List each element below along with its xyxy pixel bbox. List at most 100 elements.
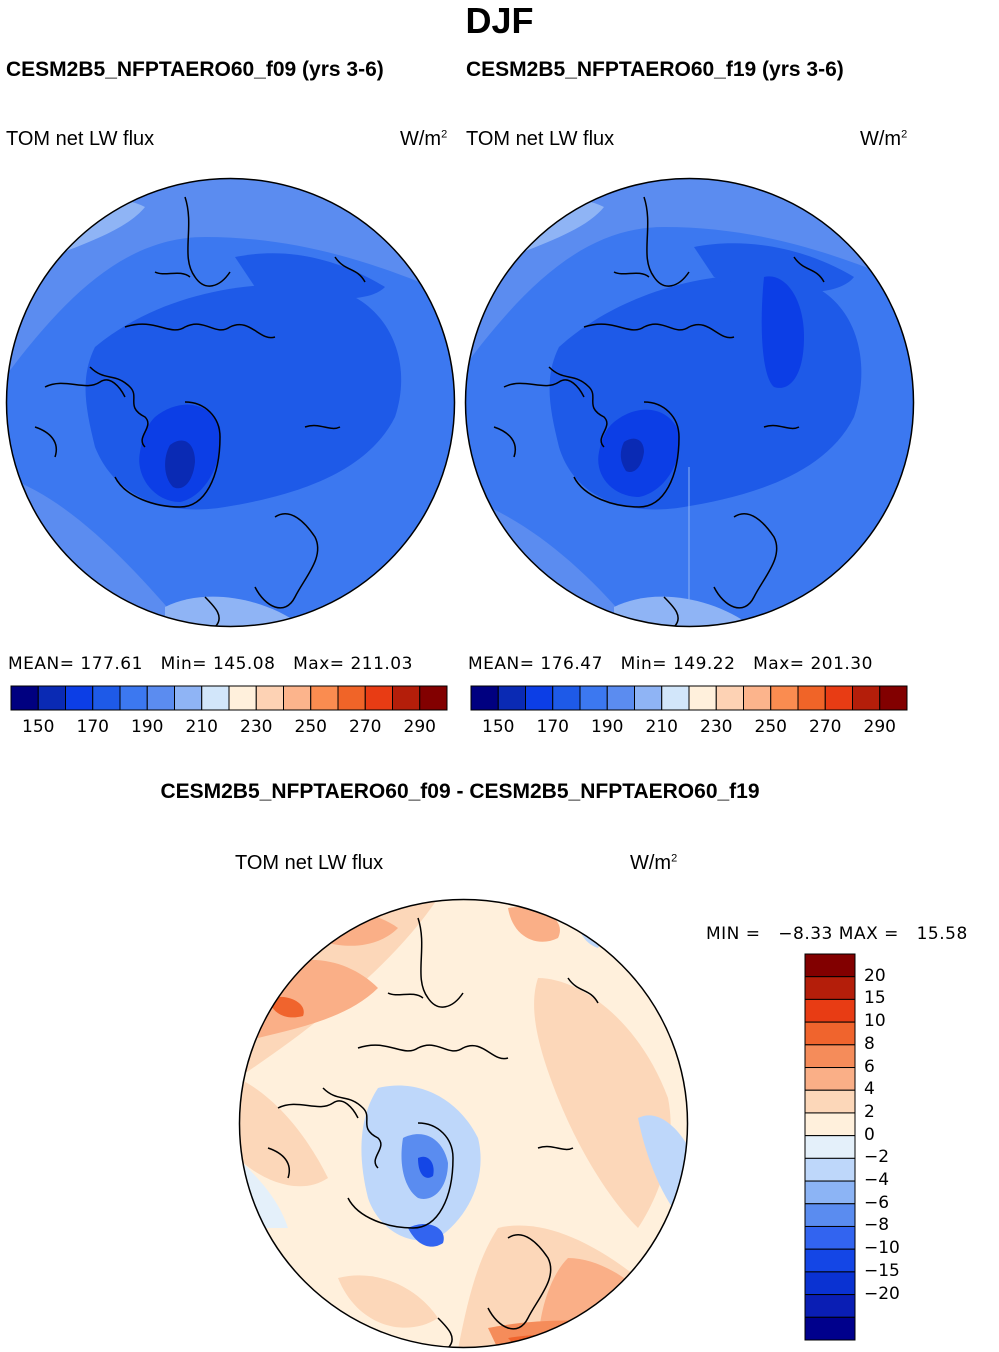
diff-colorbar-tick-label: 8	[864, 1033, 875, 1054]
diff-colorbar-swatch	[804, 1248, 856, 1273]
colorbar-swatch	[715, 685, 744, 711]
diff-colorbar-swatch	[804, 1180, 856, 1205]
colorbar-tick-label: 210	[645, 717, 678, 737]
panel2-colorbar-ticks: 150 170 190 210 230 250 270 290	[471, 717, 907, 739]
panel2-polar-map	[464, 177, 915, 628]
diff-colorbar-swatch	[804, 1021, 856, 1046]
diff-min-max: MIN = −8.33 MAX = 15.58	[706, 924, 968, 944]
diff-colorbar	[804, 953, 856, 1341]
diff-colorbar-ticks: 20 15 10 8 6 4 2 0 −2 −4 −6 −8 −10 −15 −20	[864, 954, 924, 1340]
colorbar-tick-label: 270	[349, 717, 382, 737]
diff-colorbar-tick-label: 4	[864, 1079, 875, 1100]
colorbar-swatch	[470, 685, 499, 711]
colorbar-swatch	[283, 685, 312, 711]
diff-colorbar-tick-label: 2	[864, 1101, 875, 1122]
colorbar-tick-label: 230	[700, 717, 733, 737]
diff-colorbar-tick-label: 20	[864, 965, 886, 986]
colorbar-swatch	[228, 685, 257, 711]
diff-colorbar-swatch	[804, 976, 856, 1000]
colorbar-tick-label: 230	[240, 717, 273, 737]
diff-colorbar-tick-label: 10	[864, 1011, 886, 1032]
diff-colorbar-swatch	[804, 1135, 856, 1159]
diff-colorbar-swatch	[804, 1089, 856, 1114]
colorbar-swatch	[824, 685, 853, 711]
diff-colorbar-swatch	[804, 1294, 856, 1318]
colorbar-swatch	[525, 685, 554, 711]
diff-colorbar-tick-label: −2	[864, 1147, 890, 1168]
colorbar-swatch	[65, 685, 94, 711]
panel2-colorbar	[470, 685, 908, 711]
colorbar-tick-label: 270	[809, 717, 842, 737]
diff-colorbar-swatch	[804, 1203, 856, 1227]
diff-colorbar-swatch	[804, 1067, 856, 1091]
panel2-title: CESM2B5_NFPTAERO60_f19 (yrs 3-6)	[466, 58, 844, 81]
colorbar-swatch	[119, 685, 148, 711]
colorbar-tick-label: 190	[131, 717, 164, 737]
colorbar-tick-label: 250	[294, 717, 327, 737]
colorbar-swatch	[37, 685, 66, 711]
diff-colorbar-tick-label: 15	[864, 988, 886, 1009]
colorbar-swatch	[255, 685, 284, 711]
diff-colorbar-swatch	[804, 1157, 856, 1182]
panel2-stats: MEAN= 176.47 Min= 149.22 Max= 201.30	[468, 654, 873, 674]
diff-colorbar-swatch	[804, 1225, 856, 1250]
colorbar-swatch	[10, 685, 39, 711]
colorbar-tick-label: 290	[863, 717, 896, 737]
diff-title: CESM2B5_NFPTAERO60_f09 - CESM2B5_NFPTAER…	[160, 780, 760, 803]
panel1-polar-map	[5, 177, 456, 628]
colorbar-swatch	[552, 685, 581, 711]
colorbar-swatch	[92, 685, 121, 711]
colorbar-swatch	[392, 685, 421, 711]
panel1-units: W/m2	[400, 128, 448, 150]
panel1-colorbar	[10, 685, 448, 711]
colorbar-tick-label: 250	[754, 717, 787, 737]
panel1-stats: MEAN= 177.61 Min= 145.08 Max= 211.03	[8, 654, 413, 674]
colorbar-tick-label: 150	[22, 717, 55, 737]
diff-colorbar-swatch	[804, 1112, 856, 1137]
panel1-variable-label: TOM net LW flux	[6, 128, 155, 150]
colorbar-tick-label: 150	[482, 717, 515, 737]
panel1-title: CESM2B5_NFPTAERO60_f09 (yrs 3-6)	[6, 58, 384, 81]
diff-colorbar-tick-label: −4	[864, 1170, 890, 1191]
panel1-colorbar-ticks: 150 170 190 210 230 250 270 290	[11, 717, 447, 739]
diff-units: W/m2	[630, 852, 678, 874]
diff-colorbar-tick-label: −10	[864, 1238, 900, 1259]
colorbar-swatch	[606, 685, 635, 711]
diff-colorbar-tick-label: 6	[864, 1056, 875, 1077]
diff-colorbar-swatch	[804, 1271, 856, 1296]
panel2-units: W/m2	[860, 128, 908, 150]
colorbar-swatch	[201, 685, 230, 711]
colorbar-tick-label: 170	[76, 717, 109, 737]
colorbar-tick-label: 290	[403, 717, 436, 737]
colorbar-swatch	[419, 685, 448, 711]
diff-colorbar-swatch	[804, 953, 856, 978]
diff-variable-label: TOM net LW flux	[235, 852, 384, 874]
colorbar-tick-label: 210	[185, 717, 218, 737]
colorbar-swatch	[661, 685, 690, 711]
colorbar-swatch	[879, 685, 908, 711]
colorbar-swatch	[310, 685, 339, 711]
colorbar-swatch	[743, 685, 772, 711]
diff-colorbar-swatch	[804, 998, 856, 1023]
colorbar-tick-label: 190	[591, 717, 624, 737]
diff-colorbar-tick-label: −8	[864, 1215, 890, 1236]
colorbar-swatch	[634, 685, 663, 711]
colorbar-swatch	[688, 685, 717, 711]
colorbar-swatch	[770, 685, 799, 711]
diff-colorbar-tick-label: −20	[864, 1283, 900, 1304]
season-title: DJF	[465, 0, 534, 41]
colorbar-swatch	[497, 685, 526, 711]
diff-polar-map	[238, 898, 689, 1349]
diff-colorbar-tick-label: −6	[864, 1192, 890, 1213]
colorbar-swatch	[146, 685, 175, 711]
colorbar-swatch	[364, 685, 393, 711]
diff-colorbar-swatch	[804, 1316, 856, 1341]
colorbar-swatch	[174, 685, 203, 711]
colorbar-tick-label: 170	[536, 717, 569, 737]
colorbar-swatch	[579, 685, 608, 711]
colorbar-swatch	[797, 685, 826, 711]
colorbar-swatch	[337, 685, 366, 711]
panel2-variable-label: TOM net LW flux	[466, 128, 615, 150]
colorbar-swatch	[852, 685, 881, 711]
diff-colorbar-tick-label: −15	[864, 1260, 900, 1281]
